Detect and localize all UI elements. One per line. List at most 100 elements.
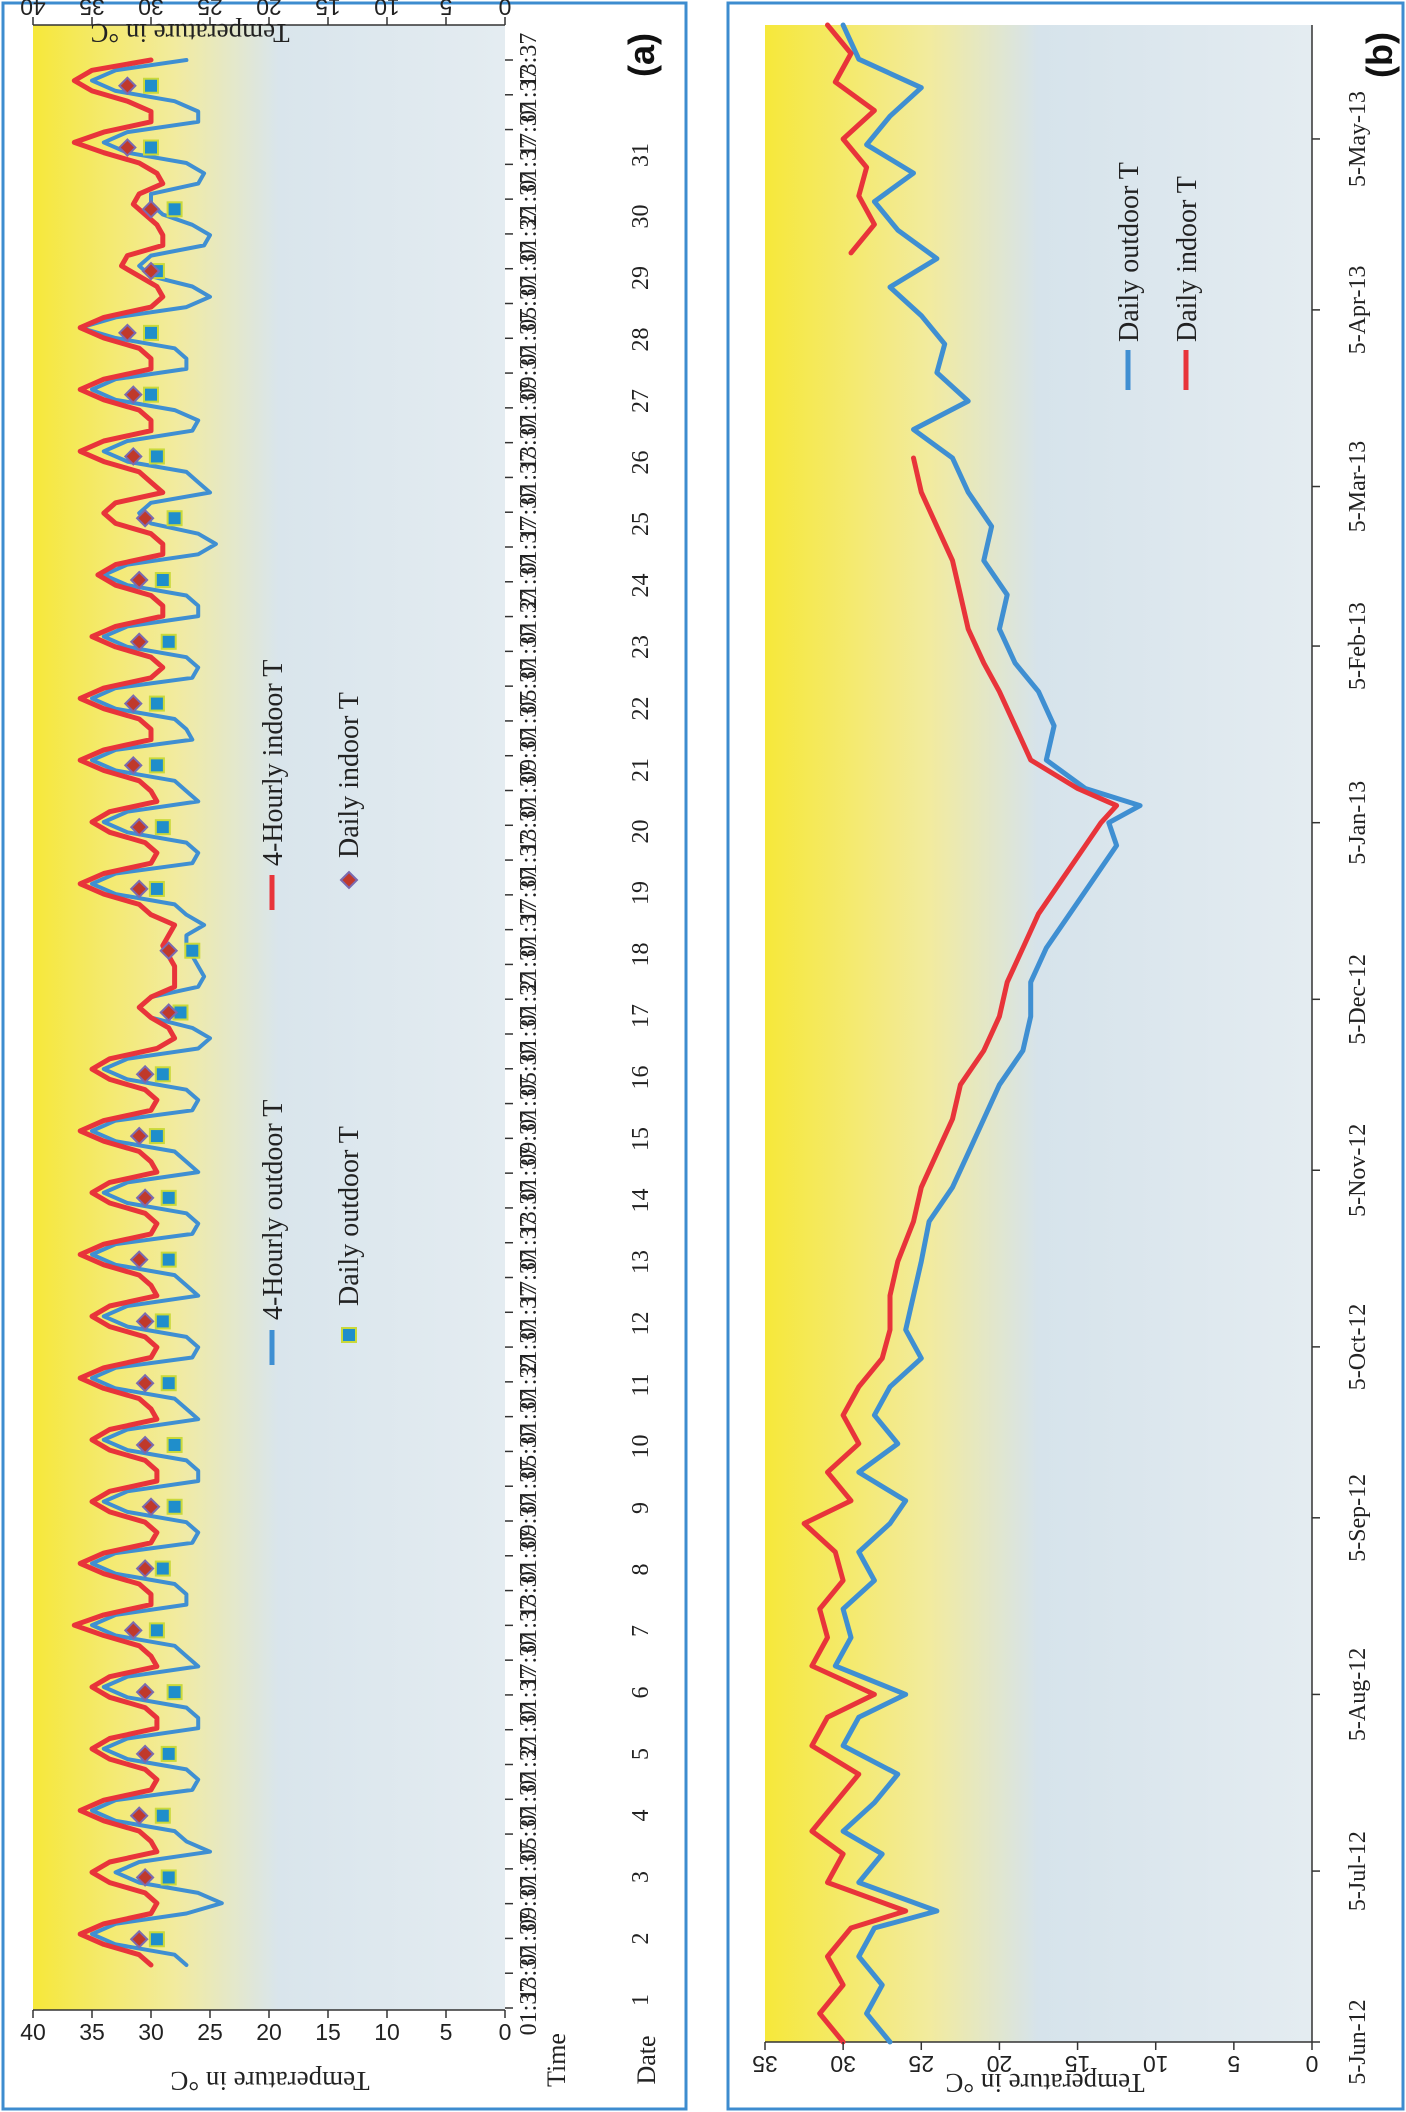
date-tick-label: 26: [628, 451, 654, 475]
time-tick-label: 01:37: [516, 694, 542, 749]
time-tick-label: 01:37: [516, 381, 542, 436]
daily-outdoor-marker: [166, 1684, 183, 1701]
daily-indoor-marker: [141, 199, 161, 219]
time-tick-label: 01:37: [516, 1285, 542, 1340]
time-tick-label: 13:37: [516, 1946, 542, 2001]
y-tick-label-bottom: 35: [79, 2019, 105, 2045]
y-tick-label-top: 30: [138, 0, 164, 20]
y-tick-label-bottom: 5: [440, 2019, 453, 2045]
time-tick-label: 01:37: [516, 1911, 542, 1966]
date-tick-label: 5-Dec-12: [1345, 954, 1371, 1045]
daily-indoor-marker: [123, 1620, 143, 1640]
daily-outdoor-marker: [166, 1436, 183, 1453]
time-tick-label: 17:37: [516, 868, 542, 923]
y-tick-label: 5: [1227, 2051, 1240, 2077]
date-tick-label: 17: [628, 1004, 654, 1028]
daily-outdoor-marker: [154, 1313, 171, 1330]
daily-indoor-marker: [129, 1929, 149, 1949]
date-tick-label: 5-Aug-12: [1345, 1648, 1371, 1741]
time-tick-label: 21:37: [516, 937, 542, 992]
series-daily-indoor-line: [825, 22, 877, 256]
daily-outdoor-marker: [148, 1931, 165, 1948]
legend-label: Daily indoor T: [334, 692, 365, 858]
time-tick-label: 21:37: [516, 1320, 542, 1375]
time-tick-label: 01:37: [516, 1389, 542, 1444]
y-tick-label: 30: [830, 2051, 856, 2077]
date-tick-label: 5-May-13: [1345, 91, 1371, 187]
daily-outdoor-marker: [148, 880, 165, 897]
date-tick-label: 5-Jul-12: [1345, 1831, 1371, 1911]
daily-outdoor-marker: [154, 1066, 171, 1083]
y-tick-label: 35: [752, 2051, 778, 2077]
date-tick-label: 30: [628, 205, 654, 229]
date-tick-label: 31: [628, 143, 654, 167]
daily-indoor-marker: [129, 879, 149, 899]
time-tick-label: 01:37: [516, 1459, 542, 1514]
daily-indoor-marker: [135, 1682, 155, 1702]
daily-outdoor-marker: [166, 201, 183, 218]
panel-b-label: (b): [1359, 32, 1400, 78]
daily-outdoor-marker: [148, 448, 165, 465]
time-tick-label: 01:37: [516, 1528, 542, 1583]
time-tick-label: 05:37: [516, 276, 542, 331]
daily-outdoor-marker: [154, 1560, 171, 1577]
time-tick-label: 01:37: [516, 902, 542, 957]
y-tick-label-bottom: 40: [20, 2019, 46, 2045]
panel-b: 0 5 10 15 20 25 30 35 5-Jun-12 5-Jul-12 5-Aug-12 5-…: [752, 22, 1400, 2098]
daily-outdoor-marker: [143, 324, 159, 341]
time-tick-label: 01:37: [516, 1737, 542, 1792]
time-tick-label: 01:37: [516, 1981, 542, 2036]
panel-a-legend: 4-Hourly outdoor T 4-Hourly indoor T Daily…: [258, 660, 365, 1365]
y-tick-label-top: 10: [374, 0, 400, 20]
date-tick-label: 5-Oct-12: [1345, 1304, 1371, 1391]
date-tick-label: 6: [628, 1687, 654, 1699]
daily-indoor-marker: [129, 1806, 149, 1826]
time-tick-label: 21:37: [516, 1702, 542, 1757]
series-daily-indoor-line: [801, 455, 1120, 2045]
panel-b-series: [801, 22, 1143, 2045]
time-tick-label: 01:37: [516, 1668, 542, 1723]
y-tick-label-bottom: 10: [374, 2019, 400, 2045]
time-tick-label: 01:37: [516, 1355, 542, 1410]
time-tick-label: 01:37: [516, 520, 542, 575]
time-tick-label: 01:37: [516, 1007, 542, 1062]
date-tick-label: 9: [628, 1502, 654, 1514]
y-tick-label-top: 25: [197, 0, 223, 20]
date-tick-label: 1: [628, 1994, 654, 2006]
date-tick-label: 5-Apr-13: [1345, 265, 1371, 354]
y-tick-label: 15: [1065, 2051, 1091, 2077]
daily-indoor-marker: [129, 1126, 149, 1146]
legend-diamond-marker: [339, 870, 359, 890]
time-tick-label: 09:37: [516, 1876, 542, 1931]
daily-indoor-marker: [135, 1559, 155, 1578]
daily-outdoor-marker: [148, 1622, 165, 1639]
date-tick-label: 20: [628, 820, 654, 844]
daily-outdoor-marker: [143, 386, 159, 403]
date-tick-label: 5-Jan-13: [1345, 781, 1371, 865]
daily-indoor-marker: [135, 508, 155, 528]
daily-indoor-marker: [141, 261, 161, 281]
time-tick-label: 05:37: [516, 1807, 542, 1862]
date-tick-label: 14: [628, 1189, 654, 1213]
legend-label: Daily outdoor T: [334, 1126, 365, 1306]
y-tick-label-bottom: 20: [256, 2019, 282, 2045]
panel-a-y-axis-title-right: Temperature in °C: [90, 18, 289, 48]
date-tick-label: 8: [628, 1564, 654, 1576]
series-daily-outdoor-line: [832, 22, 1143, 2045]
date-axis-label: Date: [632, 2035, 661, 2084]
time-tick-label: 21:37: [516, 172, 542, 227]
date-tick-label: 12: [628, 1312, 654, 1336]
y-tick-label-bottom: 30: [138, 2019, 164, 2045]
daily-indoor-marker: [123, 755, 143, 775]
date-tick-label: 21: [628, 758, 654, 782]
daily-outdoor-marker: [148, 695, 165, 712]
time-tick-label: 01:37: [516, 1215, 542, 1270]
daily-outdoor-marker: [148, 757, 165, 774]
daily-indoor-marker: [129, 570, 149, 590]
date-tick-label: 5-Feb-13: [1345, 602, 1371, 690]
time-tick-label: 09:37: [516, 1111, 542, 1166]
daily-outdoor-marker: [154, 572, 171, 589]
daily-indoor-marker: [123, 694, 143, 713]
date-tick-label: 13: [628, 1250, 654, 1274]
